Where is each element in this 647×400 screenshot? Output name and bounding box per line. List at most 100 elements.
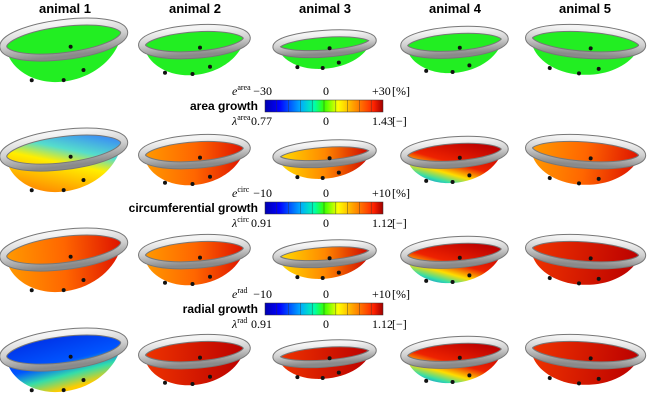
marker-dot	[61, 388, 66, 393]
valve-rendering	[400, 235, 509, 284]
marker-dot	[588, 46, 593, 51]
unit: [−]	[392, 216, 407, 230]
column-header: animal 3	[299, 1, 351, 16]
symbol-sup: area	[237, 113, 251, 122]
annulus-ring-highlight	[273, 140, 376, 168]
marker-dot	[190, 72, 195, 76]
symbol-sup: area	[237, 83, 251, 92]
tick-label: +10	[372, 186, 391, 200]
marker-dot	[450, 70, 455, 74]
valve-rendering	[272, 139, 377, 180]
symbol: ecirc	[232, 185, 250, 200]
tick-label: −10	[253, 287, 272, 301]
tick-label: 0	[323, 114, 329, 128]
symbol: earea	[232, 83, 251, 98]
marker-dot	[576, 281, 581, 286]
leaflet-surface	[6, 20, 123, 83]
annulus-ring-highlight	[526, 134, 646, 169]
marker-dot	[596, 66, 601, 71]
symbol: λcirc	[231, 215, 250, 230]
marker-dot	[61, 78, 66, 83]
marker-dot	[336, 60, 341, 65]
marker-dot	[327, 46, 332, 51]
marker-dot	[450, 380, 455, 384]
symbol-letter: λ	[231, 317, 237, 331]
valve-rendering	[138, 23, 251, 76]
marker-dot	[424, 178, 429, 183]
marker-dot	[547, 376, 552, 381]
marker-dot	[576, 71, 581, 76]
marker-dot	[596, 276, 601, 281]
symbol-letter: λ	[231, 216, 237, 230]
marker-dot	[198, 155, 202, 160]
marker-dot	[208, 274, 212, 279]
annulus-ring-highlight	[401, 336, 508, 368]
unit: [−]	[392, 317, 407, 331]
marker-dot	[450, 280, 455, 284]
marker-dot	[320, 66, 325, 70]
tick-label: 0.77	[251, 114, 272, 128]
valve-rendering	[525, 23, 647, 76]
marker-dot	[198, 255, 202, 260]
marker-dot	[457, 45, 462, 50]
valve-rendering	[0, 17, 129, 83]
symbol-letter: e	[232, 84, 238, 98]
valve-rendering	[138, 233, 251, 286]
tick-label: 0	[323, 287, 329, 301]
tick-label: +10	[372, 287, 391, 301]
tick-label: 0.91	[251, 317, 272, 331]
symbol: erad	[232, 286, 248, 301]
annulus-ring-highlight	[139, 234, 250, 269]
symbol-letter: e	[232, 287, 238, 301]
marker-dot	[163, 280, 167, 285]
marker-dot	[295, 65, 300, 70]
symbol-letter: e	[232, 186, 238, 200]
valve-rendering	[272, 29, 377, 70]
valve-rendering	[525, 333, 647, 386]
valve-rendering	[138, 333, 251, 386]
tick-label: 0	[323, 186, 329, 200]
marker-dot	[588, 356, 593, 361]
marker-dot	[588, 156, 593, 161]
marker-dot	[596, 376, 601, 381]
marker-dot	[320, 176, 325, 180]
annulus-ring-highlight	[526, 234, 646, 269]
renderings	[0, 17, 647, 393]
tick-label: 1.12	[372, 317, 393, 331]
unit: [%]	[392, 186, 410, 200]
column-header: animal 4	[429, 1, 482, 16]
leaflet-surface	[531, 336, 641, 385]
column-header: animal 5	[559, 1, 611, 16]
annulus-ring-highlight	[273, 240, 376, 268]
marker-dot	[320, 376, 325, 380]
symbol-letter: λ	[231, 114, 237, 128]
symbol-sup: rad	[237, 286, 247, 295]
annulus-ring-highlight	[139, 24, 250, 59]
symbol-sup: rad	[237, 316, 247, 325]
leaflet-surface	[6, 230, 123, 293]
marker-dot	[208, 174, 212, 179]
marker-dot	[68, 354, 73, 359]
leaflet-surface	[531, 136, 641, 185]
marker-dot	[547, 276, 552, 281]
marker-dot	[198, 355, 202, 360]
marker-dot	[336, 370, 341, 375]
symbol: λarea	[231, 113, 251, 128]
marker-dot	[588, 256, 593, 261]
annulus-ring-highlight	[0, 128, 128, 171]
symbol-sup: circ	[237, 215, 249, 224]
marker-dot	[295, 375, 300, 380]
annulus-ring-highlight	[273, 340, 376, 368]
marker-dot	[29, 78, 34, 83]
marker-dot	[295, 275, 300, 280]
legend-title: radial growth	[183, 302, 258, 316]
marker-dot	[190, 282, 195, 286]
annulus-ring-highlight	[0, 228, 128, 271]
valve-rendering	[400, 135, 509, 184]
marker-dot	[547, 176, 552, 181]
marker-dot	[467, 63, 472, 68]
valve-rendering	[400, 25, 509, 74]
marker-dot	[327, 356, 332, 361]
marker-dot	[424, 68, 429, 73]
